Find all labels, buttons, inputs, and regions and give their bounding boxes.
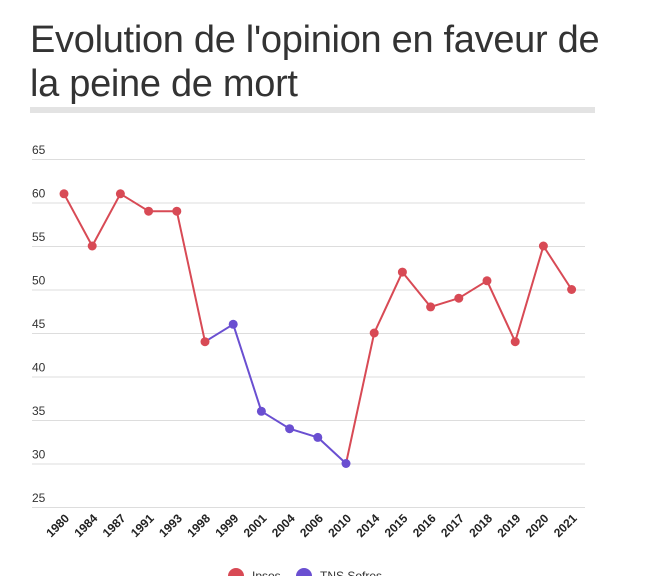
x-tick-label: 2016 [410, 511, 439, 540]
series-line-ipsos [63, 192, 206, 342]
x-tick-label: 2004 [269, 511, 298, 540]
y-tick-label: 35 [32, 404, 46, 418]
y-tick-label: 65 [32, 143, 46, 157]
x-tick-label: 2006 [297, 511, 326, 540]
data-point-ipsos [200, 337, 210, 347]
data-point-ipsos [482, 276, 492, 286]
data-point-tns-sofres [341, 459, 351, 468]
x-tick-label: 2001 [241, 511, 270, 540]
x-tick-label: 2014 [354, 511, 383, 540]
data-point-ipsos [115, 189, 125, 199]
series-connector [345, 332, 376, 464]
data-point-ipsos [172, 206, 182, 216]
legend-marker-ipsos [228, 568, 244, 576]
data-point-ipsos [454, 293, 464, 303]
x-tick-label: 2010 [325, 511, 354, 540]
data-point-ipsos [59, 189, 69, 199]
data-point-tns-sofres [285, 424, 295, 434]
y-tick-label: 45 [32, 317, 46, 331]
x-tick-label: 1980 [43, 511, 72, 540]
x-tick-label: 1999 [213, 511, 242, 540]
legend-label-tns-sofres: TNS Sofres [320, 569, 382, 576]
x-tick-label: 2021 [551, 511, 580, 540]
data-point-tns-sofres [228, 319, 238, 329]
series-line-tns-sofres [232, 323, 347, 465]
y-tick-label: 25 [32, 491, 46, 505]
data-point-ipsos [510, 337, 520, 347]
x-tick-label: 2015 [382, 511, 411, 540]
x-tick-label: 2018 [466, 511, 495, 540]
data-point-ipsos [426, 302, 436, 312]
x-tick-label: 1987 [100, 511, 129, 540]
y-tick-label: 50 [32, 274, 46, 288]
data-point-ipsos [538, 241, 548, 251]
x-tick-label: 2020 [523, 511, 552, 540]
title-divider [30, 107, 595, 113]
y-tick-label: 30 [32, 448, 46, 462]
data-point-tns-sofres [313, 432, 323, 442]
y-tick-label: 40 [32, 361, 46, 375]
data-point-ipsos [87, 241, 97, 251]
data-point-tns-sofres [256, 406, 266, 416]
legend-label-ipsos: Ipsos [252, 569, 281, 576]
x-tick-label: 1991 [128, 511, 157, 540]
x-tick-label: 2019 [495, 511, 524, 540]
data-point-ipsos [144, 206, 154, 216]
x-tick-label: 1998 [184, 511, 213, 540]
data-point-ipsos [369, 328, 379, 338]
y-tick-label: 60 [32, 187, 46, 201]
x-tick-label: 1993 [156, 511, 185, 540]
y-tick-label: 55 [32, 230, 46, 244]
data-point-ipsos [397, 267, 407, 277]
series-line-ipsos [373, 245, 573, 343]
x-tick-label: 2017 [438, 511, 467, 540]
x-tick-label: 1984 [72, 511, 101, 540]
series-connector [204, 323, 234, 343]
legend-marker-tns-sofres [296, 568, 312, 576]
data-point-ipsos [567, 285, 577, 294]
chart-title: Evolution de l'opinion en faveur de la p… [30, 19, 600, 105]
